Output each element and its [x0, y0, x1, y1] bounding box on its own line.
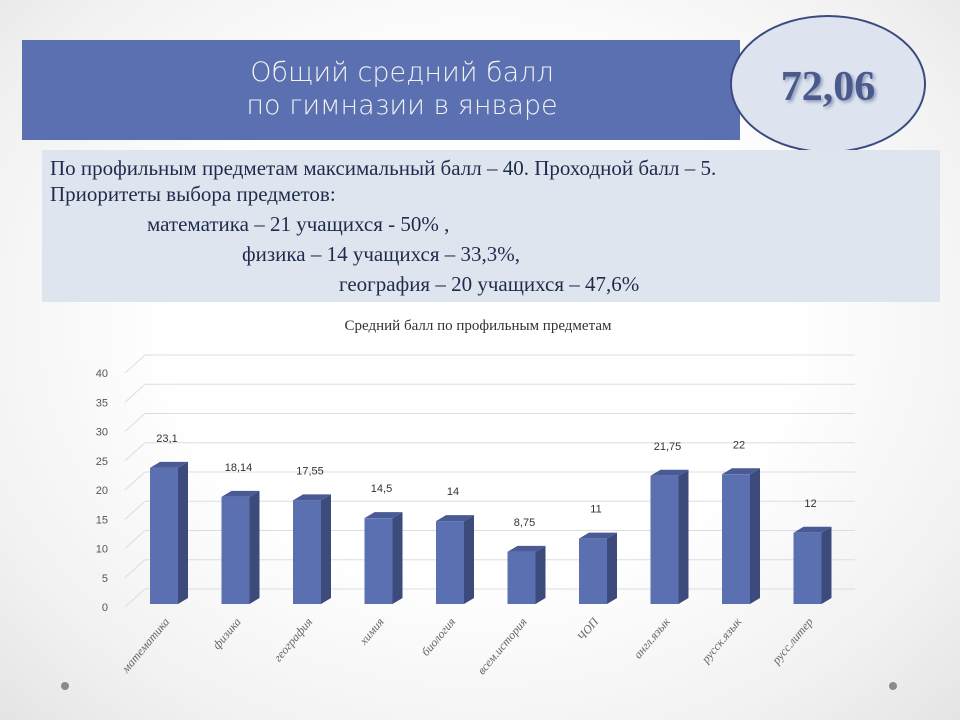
x-tick-label: русск.язык	[698, 615, 745, 667]
gridline-side	[124, 413, 146, 432]
y-tick-label: 35	[96, 397, 108, 409]
x-tick-label: русс.литер	[768, 615, 815, 668]
y-tick-label: 5	[102, 573, 108, 585]
bar-side	[678, 469, 689, 604]
bar-side	[178, 461, 188, 604]
data-label: 11	[590, 504, 601, 516]
bar-side	[464, 515, 474, 604]
bar-side	[321, 494, 331, 604]
info-line: география – 20 учащихся – 47,6%	[339, 272, 640, 296]
title-line-1: Общий средний балл	[250, 57, 554, 88]
gridline-side	[124, 500, 146, 520]
y-tick-label: 40	[96, 368, 108, 380]
bar-top	[364, 512, 403, 519]
gridline-side	[124, 559, 146, 579]
data-label: 14,5	[371, 483, 392, 495]
bar	[150, 467, 178, 604]
data-label: 22	[733, 439, 745, 451]
x-tick-label: география	[271, 615, 316, 665]
bar	[722, 474, 750, 604]
decor-dot	[889, 682, 897, 690]
bar-side	[535, 545, 546, 604]
info-line: физика – 14 учащихся – 33,3%,	[242, 242, 520, 266]
bar	[650, 475, 679, 604]
bar-top	[793, 526, 832, 533]
bar-top	[507, 545, 546, 552]
bar-top	[579, 532, 617, 539]
info-box: По профильным предметам максимальный бал…	[42, 150, 940, 302]
y-tick-label: 10	[96, 544, 108, 556]
bar-side	[392, 512, 403, 604]
overall-score-value: 72,06	[780, 64, 876, 110]
bar	[793, 532, 822, 604]
title-line-2: по гимназии в январе	[246, 90, 558, 121]
gridline-side	[124, 383, 146, 403]
data-label: 14	[447, 486, 459, 498]
bar-top	[650, 469, 689, 476]
data-label: 21,75	[654, 441, 682, 453]
bar	[293, 500, 321, 604]
bar-side	[821, 526, 832, 604]
data-label: 17,55	[296, 465, 324, 477]
data-label: 8,75	[514, 517, 535, 529]
bar	[221, 496, 250, 604]
x-tick-label: физика	[210, 615, 244, 652]
x-tick-label: ЧОП	[574, 614, 602, 644]
overall-score-badge: 72,06	[730, 15, 926, 153]
data-label: 18,14	[225, 462, 253, 474]
bar-side	[607, 532, 617, 604]
gridline-side	[124, 588, 146, 608]
bar-top	[150, 461, 188, 468]
title-banner: Общий средний балл по гимназии в январе	[22, 40, 740, 140]
gridline-side	[124, 442, 146, 462]
y-tick-label: 25	[96, 456, 108, 468]
info-line: математика – 21 учащихся - 50% ,	[147, 212, 450, 236]
y-tick-label: 30	[96, 427, 108, 439]
bar	[436, 521, 464, 604]
x-tick-label: математика	[118, 615, 172, 676]
bar-side	[750, 468, 760, 604]
bar-top	[221, 490, 260, 497]
x-tick-label: англ.язык	[631, 615, 673, 662]
bar-top	[722, 468, 760, 475]
y-tick-label: 0	[102, 602, 108, 614]
x-tick-label: химия	[356, 615, 387, 649]
y-tick-label: 15	[96, 514, 108, 526]
gridline-side	[124, 354, 146, 374]
decor-dot	[61, 682, 69, 690]
y-tick-label: 20	[96, 485, 108, 497]
info-line: Приоритеты выбора предметов:	[50, 182, 336, 206]
bar-top	[436, 515, 474, 522]
gridline-side	[124, 530, 146, 549]
chart-title: Средний балл по профильным предметам	[345, 318, 612, 334]
bar	[579, 538, 607, 604]
x-tick-label: биология	[418, 615, 458, 659]
bar-side	[249, 490, 260, 604]
data-label: 12	[804, 498, 816, 510]
gridline-side	[124, 471, 146, 491]
page-title: Общий средний балл по гимназии в январе	[182, 56, 622, 122]
bar	[507, 551, 536, 604]
info-line: По профильным предметам максимальный бал…	[50, 156, 717, 180]
data-label: 23,1	[156, 433, 177, 445]
x-tick-label: всем.история	[474, 615, 530, 678]
bar-top	[293, 494, 331, 501]
bar	[364, 518, 393, 604]
